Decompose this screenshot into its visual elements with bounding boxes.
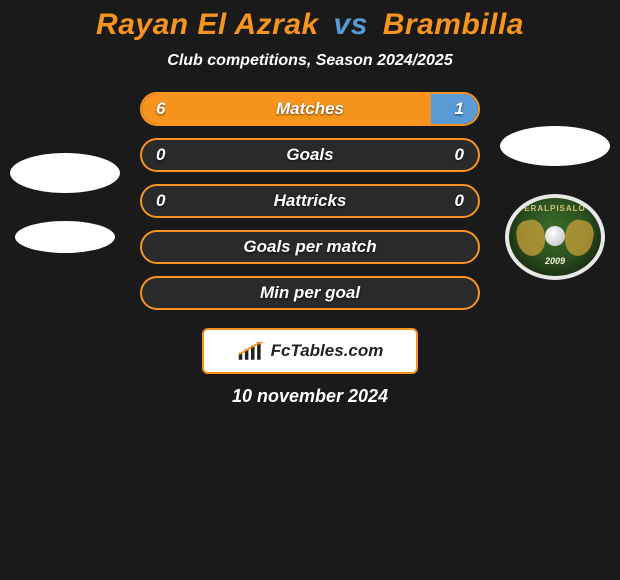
stat-row-goals: 0 Goals 0 <box>140 138 480 172</box>
stat-left-value: 0 <box>156 191 165 211</box>
player2-name: Brambilla <box>383 8 524 41</box>
stat-right-value: 1 <box>455 99 464 119</box>
stat-row-matches: 6 Matches 1 <box>140 92 480 126</box>
brand-link[interactable]: FcTables.com <box>202 328 418 374</box>
stat-right-value: 0 <box>455 191 464 211</box>
stat-row-hattricks: 0 Hattricks 0 <box>140 184 480 218</box>
subtitle: Club competitions, Season 2024/2025 <box>0 52 620 70</box>
stat-row-min-per-goal: Min per goal <box>140 276 480 310</box>
stat-right-value: 0 <box>455 145 464 165</box>
vs-text: vs <box>334 8 368 41</box>
right-avatar-column: ERALPISALÒ 2009 <box>490 122 620 280</box>
player2-club-badge: ERALPISALÒ 2009 <box>505 194 605 280</box>
stat-bars: 6 Matches 1 0 Goals 0 0 Hattricks 0 <box>140 92 480 310</box>
stat-label: Hattricks <box>274 191 347 211</box>
player1-photo-placeholder <box>10 153 120 193</box>
stat-row-goals-per-match: Goals per match <box>140 230 480 264</box>
left-avatar-column <box>0 149 130 253</box>
player2-photo-placeholder <box>500 126 610 166</box>
soccer-ball-icon <box>545 226 565 246</box>
club-badge-text: ERALPISALÒ <box>524 204 586 213</box>
stat-left-value: 6 <box>156 99 165 119</box>
stats-grid: 6 Matches 1 0 Goals 0 0 Hattricks 0 <box>0 92 620 310</box>
stat-label: Goals <box>286 145 333 165</box>
stat-label: Goals per match <box>243 237 376 257</box>
lion-left-icon <box>514 218 548 258</box>
stat-label: Min per goal <box>260 283 360 303</box>
player1-name: Rayan El Azrak <box>96 8 319 41</box>
brand-text: FcTables.com <box>271 341 384 361</box>
comparison-card: Rayan El Azrak vs Brambilla Club competi… <box>0 0 620 407</box>
stat-label: Matches <box>276 99 344 119</box>
club-badge-year: 2009 <box>545 256 565 266</box>
player1-club-placeholder <box>15 221 115 253</box>
lion-right-icon <box>562 218 596 258</box>
page-title: Rayan El Azrak vs Brambilla <box>0 8 620 42</box>
date-text: 10 november 2024 <box>0 386 620 407</box>
bar-chart-icon <box>237 340 265 362</box>
stat-left-value: 0 <box>156 145 165 165</box>
